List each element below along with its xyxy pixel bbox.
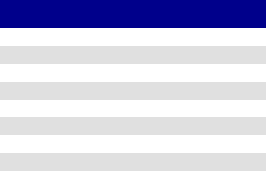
Bar (0, 82, 266, 100)
Bar (0, 0, 266, 28)
Bar (0, 28, 266, 46)
Bar (0, 64, 266, 82)
Bar (0, 117, 266, 135)
Bar (0, 153, 266, 171)
Bar (0, 171, 266, 189)
Bar (0, 46, 266, 64)
Bar (0, 135, 266, 153)
Bar (0, 100, 266, 117)
